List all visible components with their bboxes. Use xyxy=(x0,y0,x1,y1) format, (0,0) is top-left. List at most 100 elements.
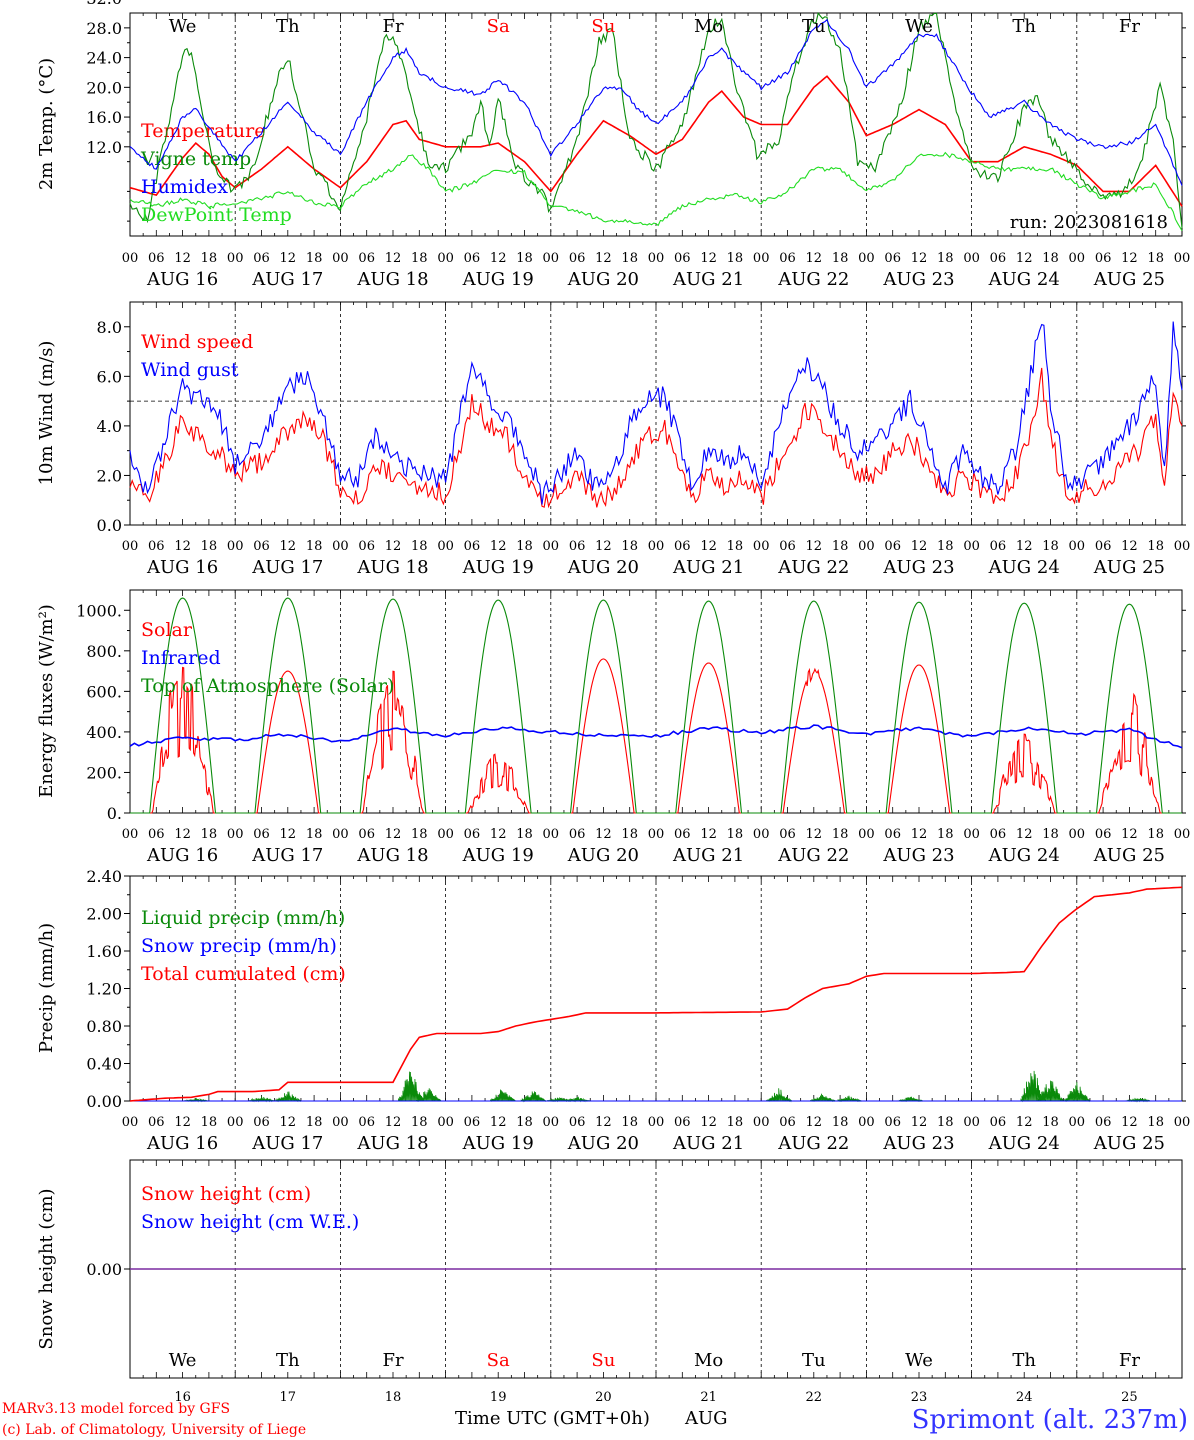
hour-label: 12 xyxy=(1121,827,1138,842)
hour-label: 18 xyxy=(411,251,428,266)
hour-label: 12 xyxy=(174,827,191,842)
hour-label: 18 xyxy=(727,1115,744,1130)
hour-label: 18 xyxy=(832,251,849,266)
hour-label: 00 xyxy=(753,251,770,266)
hour-label: 00 xyxy=(543,1115,560,1130)
hour-label: 00 xyxy=(122,539,139,554)
hour-label: 06 xyxy=(358,251,375,266)
y-tick-label: 0.00 xyxy=(86,1260,122,1279)
hour-label: 12 xyxy=(595,539,612,554)
date-label: AUG 24 xyxy=(988,269,1060,290)
hour-label: 00 xyxy=(963,1115,980,1130)
hour-label: 12 xyxy=(490,539,507,554)
hour-label: 18 xyxy=(306,1115,323,1130)
date-label: AUG 18 xyxy=(356,845,428,866)
hour-label: 12 xyxy=(1121,539,1138,554)
hour-label: 12 xyxy=(911,827,928,842)
date-label: AUG 19 xyxy=(462,557,534,578)
date-label: AUG 17 xyxy=(251,557,323,578)
legend-entry: Wind gust xyxy=(141,359,239,381)
hour-label: 06 xyxy=(674,827,691,842)
date-label: AUG 22 xyxy=(777,1133,849,1154)
hour-label: 00 xyxy=(1069,827,1086,842)
y-tick-label: 6.0 xyxy=(97,367,122,386)
date-label: AUG 23 xyxy=(882,1133,954,1154)
hour-label: 06 xyxy=(358,1115,375,1130)
y-tick-label: 0.00 xyxy=(86,1092,122,1111)
day-number-label: 19 xyxy=(490,1390,507,1405)
hour-label: 06 xyxy=(253,1115,270,1130)
y-tick-label: 1000. xyxy=(76,601,122,620)
y-tick-label: 8.0 xyxy=(97,318,122,337)
run-label: run: 2023081618 xyxy=(1010,212,1168,233)
hour-label: 12 xyxy=(700,1115,717,1130)
hour-label: 12 xyxy=(806,827,823,842)
day-number-label: 16 xyxy=(174,1390,191,1405)
legend-entry: Liquid precip (mm/h) xyxy=(141,907,345,929)
hour-label: 00 xyxy=(858,1115,875,1130)
weekday-label: Tu xyxy=(802,1350,826,1371)
y-axis-label: 2m Temp. (°C) xyxy=(36,58,57,190)
hour-label: 12 xyxy=(280,1115,297,1130)
hour-label: 18 xyxy=(1042,1115,1059,1130)
date-label: AUG 17 xyxy=(251,845,323,866)
y-tick-label: 12.0 xyxy=(86,138,122,157)
hour-label: 12 xyxy=(806,1115,823,1130)
hour-label: 06 xyxy=(990,539,1007,554)
date-label: AUG 16 xyxy=(146,1133,218,1154)
day-number-label: 20 xyxy=(595,1390,612,1405)
date-label: AUG 16 xyxy=(146,845,218,866)
series-line xyxy=(129,11,1183,228)
hour-label: 06 xyxy=(253,251,270,266)
hour-label: 06 xyxy=(253,539,270,554)
hour-label: 06 xyxy=(148,251,165,266)
hour-label: 06 xyxy=(674,1115,691,1130)
hour-label: 00 xyxy=(332,827,349,842)
hour-label: 00 xyxy=(1174,251,1191,266)
date-label: AUG 18 xyxy=(356,1133,428,1154)
y-axis-label: Energy fluxes (W/m²) xyxy=(36,604,57,798)
y-tick-label: 2.00 xyxy=(86,905,122,924)
series-line xyxy=(130,658,1182,814)
hour-label: 12 xyxy=(595,827,612,842)
hour-label: 06 xyxy=(1095,827,1112,842)
hour-label: 00 xyxy=(753,1115,770,1130)
hour-label: 12 xyxy=(806,539,823,554)
hour-label: 06 xyxy=(253,827,270,842)
hour-label: 06 xyxy=(990,827,1007,842)
hour-label: 00 xyxy=(227,251,244,266)
hour-label: 12 xyxy=(1016,827,1033,842)
hour-label: 06 xyxy=(464,827,481,842)
date-label: AUG 23 xyxy=(882,845,954,866)
model-credit: MARv3.13 model forced by GFS xyxy=(2,1401,230,1417)
legend-entry: Top of Atmosphere (Solar) xyxy=(141,675,394,697)
hour-label: 06 xyxy=(1095,251,1112,266)
hour-label: 06 xyxy=(1095,539,1112,554)
hour-label: 06 xyxy=(464,1115,481,1130)
hour-label: 00 xyxy=(122,827,139,842)
hour-label: 00 xyxy=(227,1115,244,1130)
hour-label: 18 xyxy=(1147,827,1164,842)
hour-label: 18 xyxy=(621,251,638,266)
hour-label: 06 xyxy=(569,251,586,266)
date-label: AUG 22 xyxy=(777,269,849,290)
hour-label: 06 xyxy=(358,827,375,842)
month-label: AUG xyxy=(684,1408,728,1429)
weekday-label: Sa xyxy=(487,1350,510,1371)
date-label: AUG 25 xyxy=(1093,557,1165,578)
hour-label: 06 xyxy=(779,827,796,842)
day-number-label: 24 xyxy=(1016,1390,1033,1405)
hour-label: 18 xyxy=(411,1115,428,1130)
hour-label: 12 xyxy=(280,539,297,554)
hour-label: 18 xyxy=(937,1115,954,1130)
date-label: AUG 16 xyxy=(146,269,218,290)
date-label: AUG 24 xyxy=(988,845,1060,866)
weekday-label: Th xyxy=(276,16,300,37)
hour-label: 12 xyxy=(174,251,191,266)
date-label: AUG 21 xyxy=(672,1133,744,1154)
date-label: AUG 20 xyxy=(567,1133,639,1154)
date-label: AUG 22 xyxy=(777,557,849,578)
date-label: AUG 23 xyxy=(882,557,954,578)
day-number-label: 18 xyxy=(385,1390,402,1405)
hour-label: 06 xyxy=(884,1115,901,1130)
